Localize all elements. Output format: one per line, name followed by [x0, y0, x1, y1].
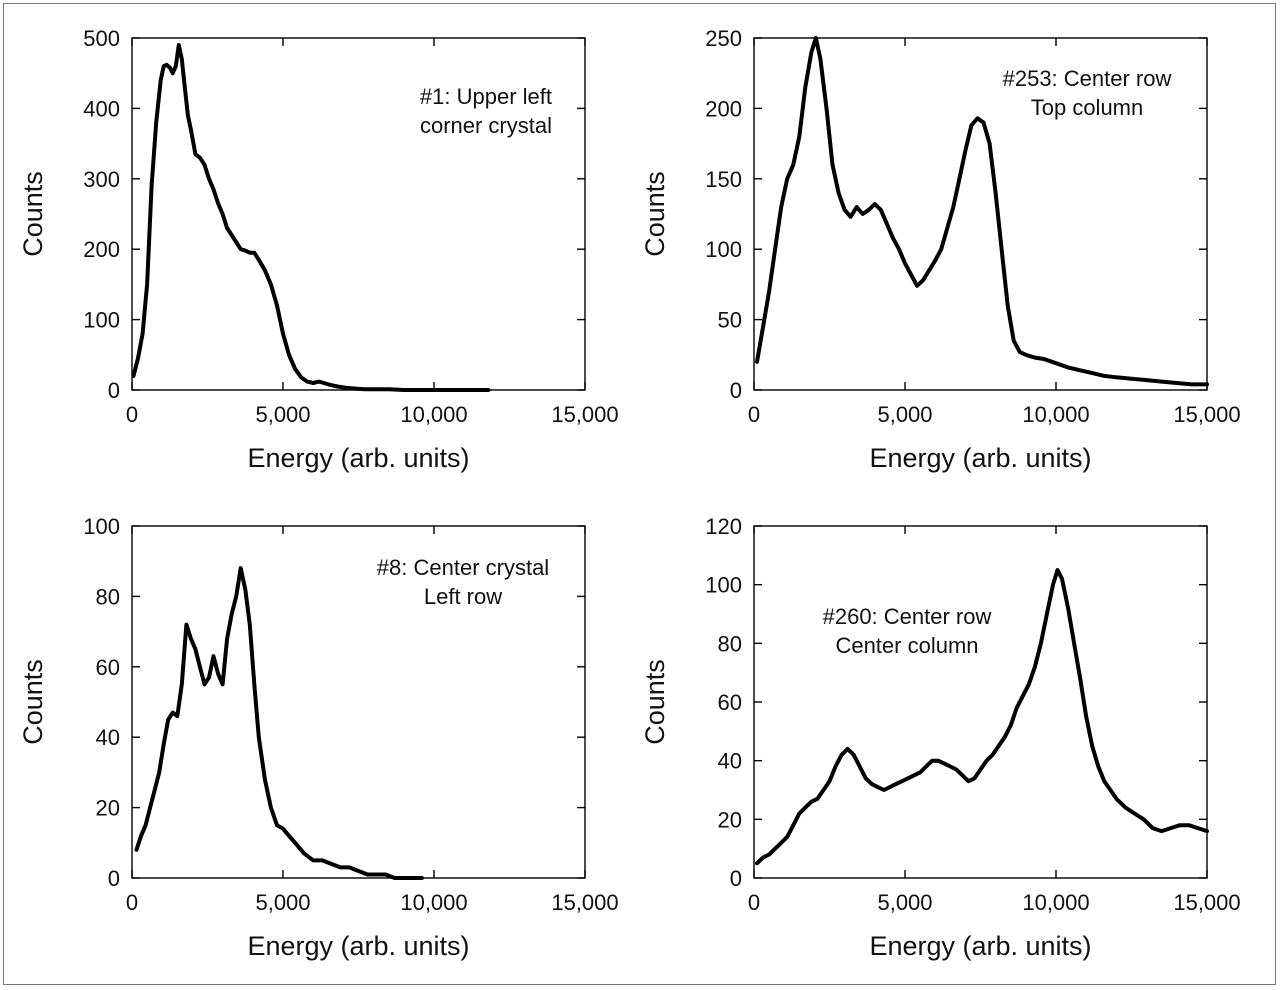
y-tick-label: 50	[718, 308, 742, 333]
x-tick-label: 15,000	[551, 402, 618, 427]
x-tick-label: 10,000	[400, 890, 467, 915]
x-axis-label: Energy (arb. units)	[869, 931, 1091, 961]
x-tick-label: 5,000	[255, 402, 310, 427]
x-tick-label: 15,000	[1173, 402, 1240, 427]
y-axis-label: Counts	[640, 659, 670, 745]
y-axis-label: Counts	[640, 171, 670, 257]
y-tick-label: 80	[718, 631, 742, 656]
panel-upper-left-corner-crystal: 0 5,000 10,000 15,000 0 100 200 300 400 500 Energy…	[18, 26, 619, 473]
y-tick-label: 40	[96, 725, 120, 750]
y-tick-label: 80	[96, 584, 120, 609]
annotation-line: Top column	[1031, 95, 1144, 120]
x-tick-label: 0	[748, 402, 760, 427]
x-tick-label: 15,000	[1173, 890, 1240, 915]
plot-frame	[753, 525, 1208, 879]
y-tick-label: 100	[705, 237, 742, 262]
panel-center-crystal-left-row: 0 5,000 10,000 15,000 0 20 40 60 80 100 Energy (ar…	[18, 514, 619, 961]
annotation-line: #253: Center row	[1003, 66, 1172, 91]
y-tick-label: 60	[718, 690, 742, 715]
y-axis-label: Counts	[18, 171, 48, 257]
figure-border	[3, 3, 1276, 985]
y-tick-label: 300	[83, 167, 120, 192]
x-tick-label: 0	[126, 890, 138, 915]
y-tick-label: 0	[730, 866, 742, 891]
y-tick-label: 100	[705, 573, 742, 598]
y-tick-label: 0	[108, 378, 120, 403]
y-tick-label: 150	[705, 167, 742, 192]
x-axis-label: Energy (arb. units)	[247, 443, 469, 473]
spectrum-line	[755, 568, 1209, 866]
annotation-line: Left row	[424, 584, 502, 609]
plot-frame	[131, 525, 586, 879]
x-tick-label: 10,000	[1022, 402, 1089, 427]
y-tick-label: 60	[96, 655, 120, 680]
y-axis-label: Counts	[18, 659, 48, 745]
x-tick-label: 10,000	[400, 402, 467, 427]
y-tick-label: 200	[83, 237, 120, 262]
y-tick-label: 20	[96, 796, 120, 821]
y-tick-label: 0	[730, 378, 742, 403]
panel-center-row-center-column: 0 5,000 10,000 15,000 0 20 40 60 80 100 120 Energy …	[640, 514, 1241, 961]
spectrum-line	[131, 43, 491, 392]
panel-center-row-top-column: 0 5,000 10,000 15,000 0 50 100 150 200 250 Energy …	[640, 26, 1241, 473]
y-tick-label: 400	[83, 96, 120, 121]
y-tick-label: 100	[83, 514, 120, 539]
y-tick-label: 500	[83, 26, 120, 51]
x-axis-label: Energy (arb. units)	[247, 931, 469, 961]
x-tick-label: 5,000	[877, 402, 932, 427]
x-tick-label: 0	[748, 890, 760, 915]
x-axis-label: Energy (arb. units)	[869, 443, 1091, 473]
x-tick-label: 5,000	[255, 890, 310, 915]
annotation-line: Center column	[835, 633, 978, 658]
x-tick-label: 10,000	[1022, 890, 1089, 915]
spectrum-line	[134, 566, 424, 880]
y-tick-label: 0	[108, 866, 120, 891]
x-tick-label: 15,000	[551, 890, 618, 915]
y-tick-label: 200	[705, 96, 742, 121]
annotation-line: #260: Center row	[823, 604, 992, 629]
y-tick-label: 120	[705, 514, 742, 539]
plot-frame	[753, 37, 1208, 391]
y-tick-label: 250	[705, 26, 742, 51]
x-tick-label: 0	[126, 402, 138, 427]
y-tick-label: 100	[83, 308, 120, 333]
annotation-line: corner crystal	[420, 113, 552, 138]
y-tick-label: 20	[718, 807, 742, 832]
x-tick-label: 5,000	[877, 890, 932, 915]
spectrum-line	[755, 36, 1209, 387]
annotation-line: #1: Upper left	[420, 84, 552, 109]
y-tick-label: 40	[718, 749, 742, 774]
annotation-line: #8: Center crystal	[377, 555, 549, 580]
